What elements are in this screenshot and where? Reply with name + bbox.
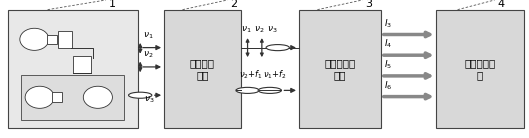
Bar [299, 10, 381, 128]
Bar [47, 34, 57, 44]
Text: 1: 1 [108, 0, 115, 9]
Bar [8, 10, 138, 128]
Text: 激光移频
单元: 激光移频 单元 [190, 58, 215, 80]
Text: $\nu_3$: $\nu_3$ [144, 94, 154, 105]
Text: $\nu_2$+$f_1$: $\nu_2$+$f_1$ [239, 69, 263, 81]
Circle shape [266, 45, 289, 51]
Circle shape [236, 87, 259, 93]
Circle shape [129, 92, 152, 98]
Ellipse shape [20, 28, 49, 50]
Text: $I_6$: $I_6$ [384, 79, 392, 92]
Text: $I_4$: $I_4$ [384, 38, 392, 50]
Text: 3: 3 [365, 0, 372, 9]
Text: 4: 4 [497, 0, 504, 9]
Text: $\nu_1$+$f_2$: $\nu_1$+$f_2$ [263, 69, 287, 81]
Ellipse shape [84, 86, 112, 108]
Text: $\nu_1$: $\nu_1$ [241, 25, 251, 35]
Text: $\nu_1$: $\nu_1$ [143, 30, 153, 41]
Text: 抗混叠测量
光路: 抗混叠测量 光路 [324, 58, 355, 80]
Text: $I_3$: $I_3$ [384, 17, 391, 30]
Bar [436, 10, 524, 128]
Circle shape [258, 87, 281, 93]
Ellipse shape [25, 86, 54, 108]
Text: $\nu_3$: $\nu_3$ [267, 25, 278, 35]
Text: $\nu_2$: $\nu_2$ [254, 25, 264, 35]
Bar [52, 92, 62, 102]
Text: 2: 2 [230, 0, 237, 9]
Text: 相位测量单
元: 相位测量单 元 [464, 58, 496, 80]
Bar [73, 55, 92, 73]
Bar [59, 31, 72, 48]
Bar [21, 75, 124, 120]
Text: $\nu_2$: $\nu_2$ [143, 50, 153, 60]
Text: $I_5$: $I_5$ [384, 59, 391, 71]
Bar [164, 10, 241, 128]
